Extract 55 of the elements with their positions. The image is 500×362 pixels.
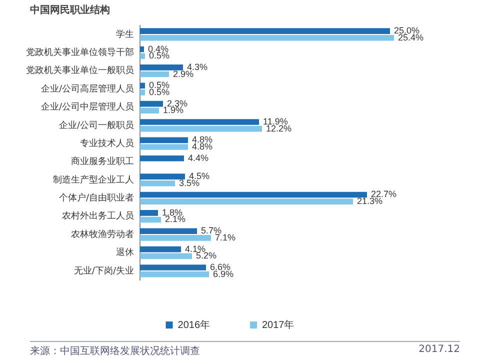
y-tick-label: 党政机关事业单位一般职员 — [26, 65, 134, 76]
data-label: 4.8% — [192, 142, 213, 152]
y-tick-label: 退休 — [116, 247, 134, 258]
data-label: 0.5% — [149, 86, 170, 97]
bar — [140, 180, 175, 186]
y-tick-label: 农林牧渔劳动者 — [71, 228, 134, 240]
bar — [140, 53, 145, 59]
bar — [140, 228, 197, 234]
data-label: 0.5% — [149, 50, 170, 61]
bar — [140, 90, 145, 96]
bar — [140, 71, 169, 78]
y-tick-label: 商业服务业职工 — [71, 156, 134, 168]
y-tick-label: 无业/下岗/失业 — [74, 265, 134, 276]
bar — [140, 253, 192, 260]
data-label: 4.4% — [188, 152, 209, 163]
bar — [140, 82, 145, 89]
y-tick-label: 企业/公司一般职员 — [58, 120, 134, 131]
bar — [140, 155, 184, 162]
bar — [140, 144, 188, 150]
y-tick-label: 企业/公司高层管理人员 — [40, 83, 134, 94]
y-tick-label: 党政机关事业单位领导干部 — [26, 47, 134, 58]
bar — [140, 126, 262, 132]
y-tick-label: 个体户/自由职业者 — [58, 192, 134, 204]
bar — [140, 192, 367, 198]
bar — [140, 64, 183, 70]
bar — [140, 198, 353, 204]
bar — [140, 28, 390, 34]
bar — [140, 174, 185, 180]
chart-title: 中国网民职业结构 — [30, 4, 110, 17]
y-tick-label: 农村外出务工人员 — [62, 210, 134, 222]
bar — [140, 246, 181, 252]
data-label: 5.2% — [196, 250, 217, 261]
data-label: 7.1% — [215, 232, 236, 242]
bar — [140, 46, 144, 52]
text: 2017.12 — [418, 344, 460, 355]
bar — [140, 35, 394, 41]
source-note: 来源：中国互联网络发展状况统计调查 — [30, 344, 200, 358]
legend-label: 2017年 — [262, 318, 294, 331]
bar — [140, 119, 259, 125]
y-tick-label: 制造生产型企业工人 — [53, 174, 134, 186]
bar — [140, 210, 158, 216]
data-label: 3.5% — [179, 178, 200, 188]
bar — [140, 271, 209, 278]
legend-label: 2016年 — [178, 318, 210, 331]
bar — [140, 100, 163, 107]
bar — [140, 264, 206, 270]
y-tick-label: 学生 — [116, 28, 134, 40]
data-label: 25.4% — [398, 32, 424, 42]
y-tick-label: 专业技术人员 — [80, 138, 134, 149]
bar — [140, 137, 188, 144]
bar — [140, 216, 161, 223]
bar — [140, 235, 211, 241]
bar — [140, 108, 159, 114]
data-label: 21.3% — [357, 196, 383, 206]
y-tick-label: 企业/公司中层管理人员 — [40, 102, 134, 113]
